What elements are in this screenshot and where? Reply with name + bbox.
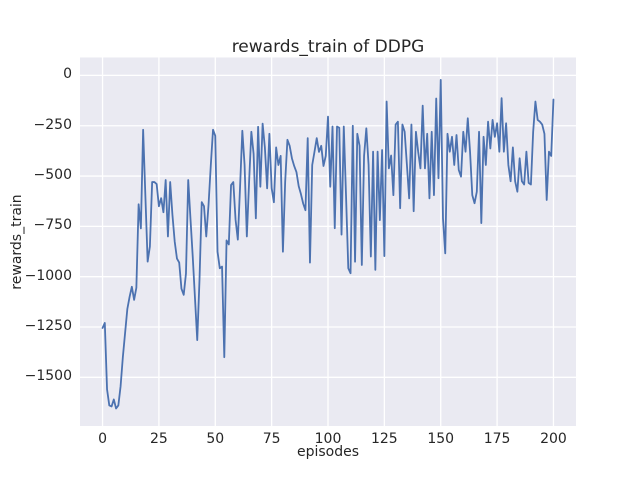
x-axis-label: episodes [296, 444, 360, 460]
y-tick-label: 0 [63, 66, 72, 83]
x-tick-label: 200 [540, 431, 567, 447]
x-tick-label: 125 [370, 431, 398, 447]
y-tick-label: −1250 [24, 317, 72, 334]
y-tick-label: −250 [33, 116, 72, 133]
y-tick-label: −750 [33, 217, 72, 234]
y-tick-label: −1000 [24, 267, 72, 284]
x-tick-label: 175 [483, 431, 511, 447]
x-tick-label: 150 [427, 431, 455, 447]
x-tick-label: 100 [314, 431, 342, 447]
chart-title: rewards_train of DDPG [231, 37, 425, 57]
x-tick-label: 25 [149, 431, 168, 447]
series-line-rewards_train [101, 78, 555, 410]
x-tick-label: 50 [206, 431, 225, 447]
x-tick-label: 75 [262, 431, 281, 447]
y-tick-label: −500 [33, 167, 72, 184]
x-tick-label: 0 [98, 431, 107, 447]
y-tick-label: −1500 [24, 368, 72, 385]
